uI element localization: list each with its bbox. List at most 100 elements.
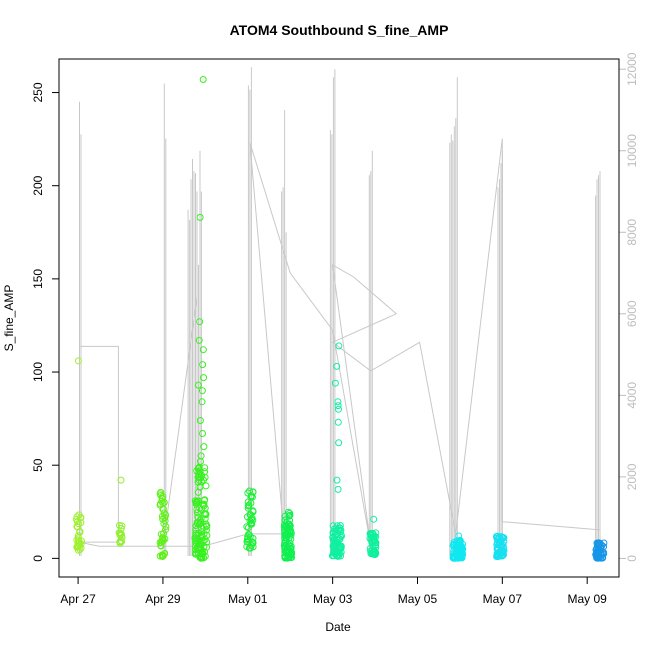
data-point: [370, 515, 378, 523]
data-point: [75, 511, 83, 519]
data-point: [281, 552, 289, 560]
data-point: [449, 552, 457, 560]
data-point: [118, 538, 126, 545]
x-tick-label: Apr 27: [60, 592, 96, 606]
data-point: [196, 213, 204, 221]
data-point: [193, 498, 201, 506]
data-point: [196, 545, 204, 553]
data-point: [192, 530, 200, 537]
y2-tick-label: 12000: [625, 52, 639, 86]
data-point: [367, 547, 375, 555]
data-point: [116, 521, 123, 529]
y-tick-label: 150: [31, 269, 45, 289]
data-point: [158, 552, 166, 560]
x-tick-label: May 07: [483, 592, 523, 606]
data-point: [161, 514, 169, 522]
data-point: [454, 539, 462, 546]
data-point: [196, 467, 204, 475]
y-tick-label: 250: [31, 82, 45, 102]
data-point: [117, 530, 125, 538]
x-tick-label: May 01: [228, 592, 268, 606]
data-point: [248, 493, 256, 501]
data-point: [334, 402, 342, 410]
data-point: [196, 483, 204, 491]
data-point: [159, 505, 167, 513]
data-point: [493, 533, 500, 540]
data-point: [159, 492, 167, 500]
data-point: [599, 554, 607, 562]
secondary-series-layer: [78, 67, 601, 556]
data-point: [455, 546, 463, 554]
data-point: [197, 515, 205, 523]
x-tick-label: May 09: [568, 592, 608, 606]
data-point: [247, 492, 255, 500]
data-point: [283, 530, 291, 538]
data-point: [244, 502, 252, 510]
data-point: [367, 530, 375, 537]
data-point: [201, 464, 209, 472]
data-point: [337, 548, 345, 556]
data-point: [370, 537, 378, 545]
y-tick-label: 50: [31, 458, 45, 472]
scatter-points-layer: [73, 76, 608, 562]
y2-tick-label: 4000: [625, 382, 639, 409]
data-point: [248, 539, 256, 547]
data-point: [500, 547, 508, 555]
x-tick-label: Apr 29: [145, 592, 181, 606]
data-point: [117, 476, 125, 484]
data-point: [245, 544, 253, 552]
data-point: [192, 522, 200, 530]
data-point: [196, 417, 204, 424]
data-point: [331, 379, 339, 387]
data-point: [329, 533, 337, 541]
data-point: [200, 502, 208, 510]
data-point: [455, 532, 463, 540]
data-point: [203, 526, 210, 534]
data-point: [330, 549, 338, 557]
data-point: [334, 418, 342, 426]
data-point: [596, 547, 604, 555]
y-axis-label: S_fine_AMP: [2, 285, 16, 352]
data-point: [192, 550, 200, 558]
data-point: [156, 552, 164, 560]
data-point: [194, 381, 202, 389]
data-point: [160, 509, 168, 517]
data-point: [195, 497, 203, 505]
data-point: [336, 528, 344, 536]
data-point: [281, 537, 289, 545]
data-point: [76, 546, 84, 553]
data-point: [286, 509, 294, 517]
data-point: [281, 512, 289, 520]
data-point: [194, 473, 202, 481]
data-point: [199, 361, 207, 369]
x-tick-label: May 03: [313, 592, 353, 606]
data-point: [243, 513, 251, 521]
y2-tick-label: 8000: [625, 219, 639, 246]
data-point: [594, 550, 602, 558]
data-point: [73, 513, 81, 521]
data-point: [333, 476, 341, 484]
data-point: [161, 535, 169, 543]
y-tick-label: 200: [31, 175, 45, 195]
y2-tick-label: 10000: [625, 134, 639, 168]
y-tick-label: 0: [31, 555, 45, 562]
data-point: [285, 512, 293, 520]
data-point: [116, 539, 124, 547]
data-point: [249, 507, 257, 515]
data-point: [457, 552, 465, 560]
data-point: [74, 539, 82, 547]
data-point: [244, 533, 252, 541]
data-point: [334, 485, 342, 493]
data-point: [203, 543, 211, 551]
data-point: [198, 528, 206, 536]
data-point: [336, 542, 344, 550]
data-point: [370, 548, 378, 555]
data-point: [285, 524, 293, 532]
data-point: [195, 336, 203, 344]
data-point: [335, 405, 342, 413]
data-point: [200, 443, 208, 451]
data-point: [335, 543, 343, 551]
data-point: [286, 539, 294, 547]
data-point: [458, 547, 466, 555]
data-point: [280, 542, 288, 550]
